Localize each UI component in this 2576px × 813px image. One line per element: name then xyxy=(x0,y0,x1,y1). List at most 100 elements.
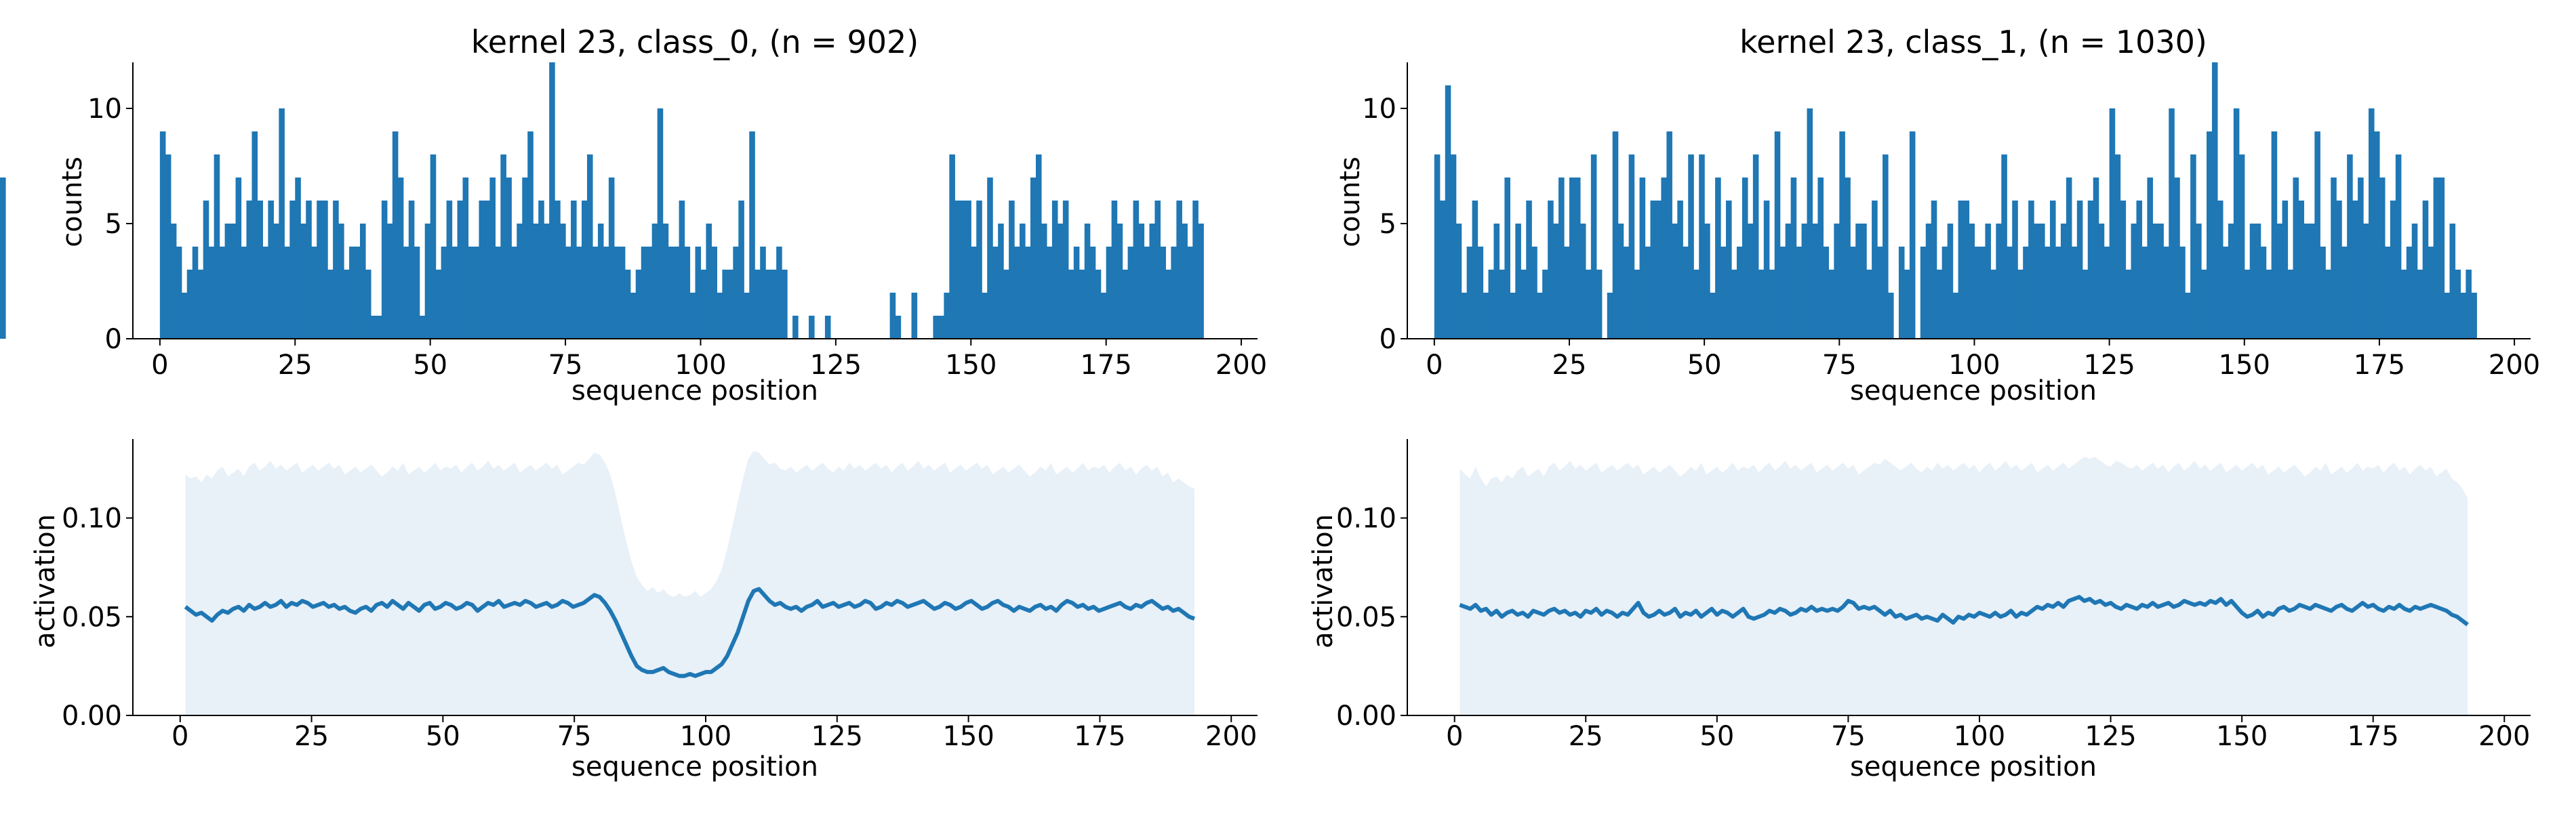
bar xyxy=(2093,178,2099,339)
bar xyxy=(1450,154,1457,339)
bar xyxy=(1704,224,1710,339)
bar xyxy=(295,178,301,339)
bar xyxy=(2060,224,2067,339)
bar xyxy=(1477,247,1484,339)
bar xyxy=(1127,247,1134,339)
y-tick-label: 0.10 xyxy=(1336,503,1396,535)
bar xyxy=(1165,270,1171,339)
bar xyxy=(1483,293,1489,339)
axes: 0 25 50 75 100 125 150 175 200 0 5 10 xyxy=(87,62,1267,381)
bar xyxy=(2152,224,2158,339)
x-axis-label: sequence position xyxy=(1850,751,2097,783)
bar xyxy=(1677,201,1683,339)
bar xyxy=(2185,293,2191,339)
bar xyxy=(451,247,458,339)
bar xyxy=(424,224,431,339)
bar xyxy=(479,201,485,339)
bar xyxy=(1898,247,1905,339)
bar xyxy=(2341,247,2348,339)
bar xyxy=(954,201,961,339)
bar xyxy=(1688,154,1694,339)
bar xyxy=(2071,247,2078,339)
bar xyxy=(279,108,285,339)
bar xyxy=(2104,247,2110,339)
bar xyxy=(495,247,501,339)
bar xyxy=(1526,201,1532,339)
bar xyxy=(517,224,523,339)
y-tick-label: 0.05 xyxy=(62,602,122,633)
bar xyxy=(2255,224,2261,339)
bar xyxy=(1455,224,1462,339)
y-tick-label: 0.00 xyxy=(62,701,122,732)
bar xyxy=(2028,201,2034,339)
bar xyxy=(2076,201,2083,339)
bar xyxy=(2007,247,2013,339)
bar xyxy=(1504,178,1510,339)
bar xyxy=(765,270,771,339)
bar xyxy=(1888,293,1894,339)
x-tick-label: 125 xyxy=(811,721,863,752)
bar xyxy=(1736,247,1743,339)
bar xyxy=(1801,224,1808,339)
bar xyxy=(1160,247,1167,339)
bar xyxy=(624,270,631,339)
bar xyxy=(235,178,242,339)
bar xyxy=(1672,224,1678,339)
bar xyxy=(1617,224,1624,339)
axes: 0 25 50 75 100 125 150 175 200 0.00 0.05 0.10 xyxy=(62,439,1257,752)
bar xyxy=(1579,224,1586,339)
bar xyxy=(338,224,344,339)
x-tick-label: 100 xyxy=(1948,350,2000,381)
bar xyxy=(0,178,6,339)
bar xyxy=(386,224,393,339)
bar xyxy=(1883,154,1889,339)
bar xyxy=(2174,178,2180,339)
bar xyxy=(408,201,415,339)
bar xyxy=(2131,224,2137,339)
bar xyxy=(2466,270,2472,339)
bar xyxy=(2460,293,2467,339)
bar xyxy=(706,224,712,339)
bar xyxy=(597,224,604,339)
bar xyxy=(711,247,718,339)
bar xyxy=(1904,270,1910,339)
bar xyxy=(2228,224,2234,339)
bar xyxy=(2023,247,2029,339)
bar xyxy=(2238,154,2245,339)
x-tick-label: 125 xyxy=(810,350,862,381)
bar xyxy=(1855,224,1861,339)
bar xyxy=(1569,178,1575,339)
bar xyxy=(1187,247,1193,339)
bar xyxy=(1731,270,1737,339)
bar xyxy=(630,293,637,339)
bar xyxy=(1585,270,1592,339)
bar xyxy=(571,201,577,339)
bar xyxy=(2049,201,2056,339)
bar xyxy=(1472,201,1478,339)
bar xyxy=(1461,293,1468,339)
bar xyxy=(2163,247,2169,339)
bar xyxy=(2034,224,2040,339)
activation-series xyxy=(1459,457,2469,715)
y-tick-label: 0 xyxy=(105,324,122,355)
bar xyxy=(2207,131,2213,339)
bar xyxy=(2400,270,2407,339)
bar xyxy=(522,178,528,339)
bar xyxy=(397,178,404,339)
x-tick-label: 0 xyxy=(172,721,188,752)
bar xyxy=(1758,270,1765,339)
bar xyxy=(1909,131,1916,339)
bar xyxy=(1564,247,1570,339)
bar xyxy=(457,201,464,339)
x-tick-label: 25 xyxy=(1569,721,1603,752)
bar xyxy=(446,201,453,339)
bar xyxy=(473,247,480,339)
bar xyxy=(2417,270,2423,339)
bar xyxy=(1176,201,1182,339)
bar xyxy=(2190,154,2196,339)
x-tick-label: 50 xyxy=(1687,350,1722,381)
bar xyxy=(506,178,512,339)
bar xyxy=(754,270,761,339)
bar xyxy=(613,247,620,339)
bar xyxy=(2109,108,2116,339)
